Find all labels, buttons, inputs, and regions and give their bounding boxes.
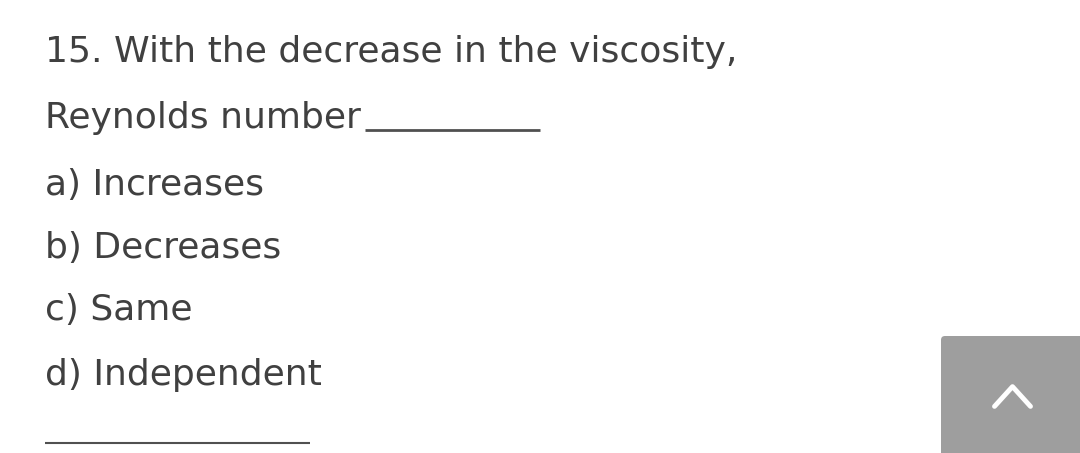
Text: a) Increases: a) Increases bbox=[45, 168, 264, 202]
Text: c) Same: c) Same bbox=[45, 293, 192, 327]
Text: Reynolds number: Reynolds number bbox=[45, 101, 361, 135]
Text: d) Independent: d) Independent bbox=[45, 358, 322, 392]
Text: b) Decreases: b) Decreases bbox=[45, 231, 281, 265]
FancyBboxPatch shape bbox=[941, 336, 1080, 453]
Text: 15. With the decrease in the viscosity,: 15. With the decrease in the viscosity, bbox=[45, 35, 738, 69]
